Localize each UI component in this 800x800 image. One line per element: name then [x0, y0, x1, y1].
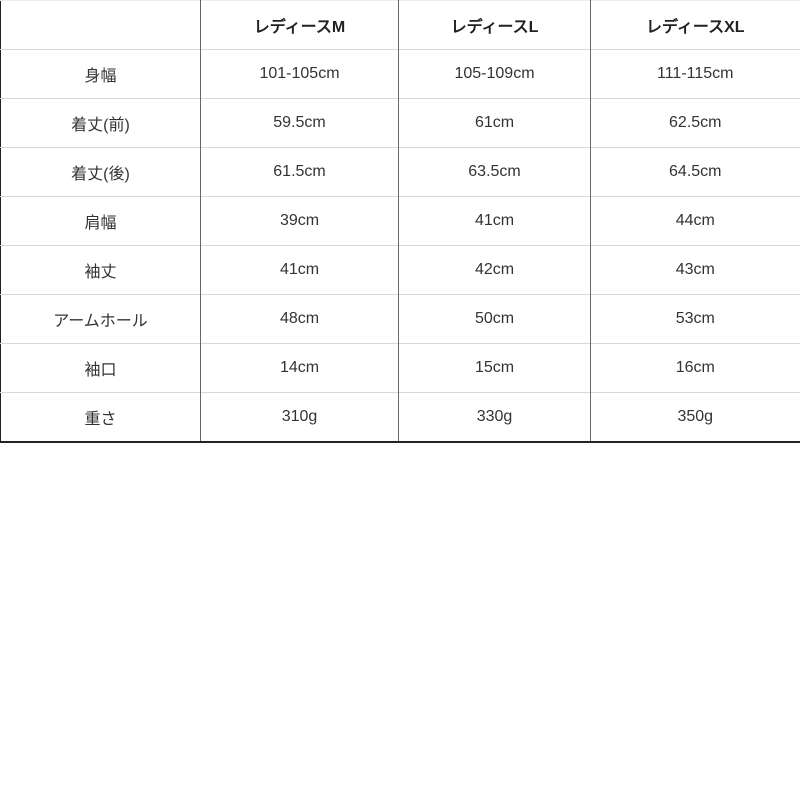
row-label: 重さ	[0, 392, 201, 442]
value-cell: 48cm	[200, 294, 399, 344]
size-chart: レディースM レディースL レディースXL 身幅 101-105cm 105-1…	[0, 0, 800, 443]
value-cell: 43cm	[590, 245, 800, 295]
value-cell: 61.5cm	[200, 147, 399, 197]
row-label: 袖口	[0, 343, 201, 393]
header-cell-ladies-l: レディースL	[398, 0, 591, 50]
value-cell: 310g	[200, 392, 399, 442]
value-cell: 62.5cm	[590, 98, 800, 148]
value-cell: 111-115cm	[590, 49, 800, 99]
header-cell-ladies-xl: レディースXL	[590, 0, 800, 50]
header-cell-ladies-m: レディースM	[200, 0, 399, 50]
value-cell: 101-105cm	[200, 49, 399, 99]
value-cell: 16cm	[590, 343, 800, 393]
row-label: 着丈(前)	[0, 98, 201, 148]
value-cell: 15cm	[398, 343, 591, 393]
value-cell: 39cm	[200, 196, 399, 246]
value-cell: 59.5cm	[200, 98, 399, 148]
table-row: 着丈(後) 61.5cm 63.5cm 64.5cm	[0, 147, 800, 197]
value-cell: 63.5cm	[398, 147, 591, 197]
table-row: 袖口 14cm 15cm 16cm	[0, 343, 800, 393]
header-cell-empty	[1, 1, 201, 50]
table-row: 着丈(前) 59.5cm 61cm 62.5cm	[0, 98, 800, 148]
table-row: 身幅 101-105cm 105-109cm 111-115cm	[0, 49, 800, 99]
table-header-row: レディースM レディースL レディースXL	[1, 0, 800, 50]
value-cell: 42cm	[398, 245, 591, 295]
table-row: 袖丈 41cm 42cm 43cm	[0, 245, 800, 295]
table-row: 重さ 310g 330g 350g	[0, 392, 800, 442]
size-chart-table: レディースM レディースL レディースXL 身幅 101-105cm 105-1…	[0, 0, 800, 443]
value-cell: 330g	[398, 392, 591, 442]
row-label: アームホール	[0, 294, 201, 344]
row-label: 肩幅	[0, 196, 201, 246]
value-cell: 61cm	[398, 98, 591, 148]
value-cell: 14cm	[200, 343, 399, 393]
row-label: 着丈(後)	[0, 147, 201, 197]
table-row: 肩幅 39cm 41cm 44cm	[0, 196, 800, 246]
value-cell: 41cm	[398, 196, 591, 246]
table-row: アームホール 48cm 50cm 53cm	[0, 294, 800, 344]
value-cell: 50cm	[398, 294, 591, 344]
value-cell: 64.5cm	[590, 147, 800, 197]
value-cell: 53cm	[590, 294, 800, 344]
value-cell: 105-109cm	[398, 49, 591, 99]
value-cell: 44cm	[590, 196, 800, 246]
value-cell: 41cm	[200, 245, 399, 295]
row-label: 袖丈	[0, 245, 201, 295]
row-label: 身幅	[0, 49, 201, 99]
value-cell: 350g	[590, 392, 800, 442]
